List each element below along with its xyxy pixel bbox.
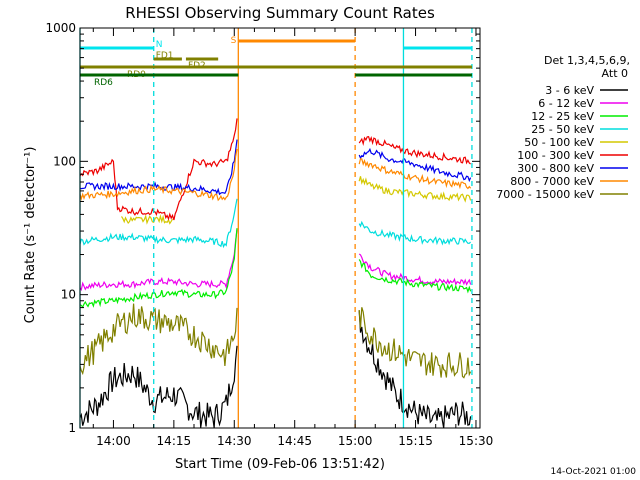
legend-entry-label: 50 - 100 keV xyxy=(524,136,594,149)
x-tick-label: 15:00 xyxy=(338,434,373,448)
x-tick-label: 14:00 xyxy=(96,434,131,448)
series-line-5 xyxy=(79,118,471,221)
legend-header-line-2: Att 0 xyxy=(602,67,628,80)
series-line-2 xyxy=(79,228,472,309)
series-line-6 xyxy=(79,139,472,196)
series-line-3 xyxy=(79,198,472,249)
axes: 1 10 100 1000 14:00 14:15 14:30 14:45 15:00 15:15… xyxy=(45,21,493,448)
x-tick-label: 14:45 xyxy=(277,434,312,448)
x-tick-label: 15:30 xyxy=(459,434,494,448)
y-tick-label: 10 xyxy=(61,288,76,302)
x-tick-label: 14:30 xyxy=(217,434,252,448)
flag-bars: NSFD1FD2RD0RD6 xyxy=(80,36,472,88)
y-tick-label: 100 xyxy=(53,154,76,168)
x-tick-label: 15:15 xyxy=(398,434,433,448)
chart-title: RHESSI Observing Summary Count Rates xyxy=(125,4,435,22)
legend-entry-label: 6 - 12 keV xyxy=(538,97,594,110)
legend-entry-label: 300 - 800 keV xyxy=(517,162,594,175)
flag-label-rd6: RD6 xyxy=(94,78,113,88)
legend-header-line-1: Det 1,3,4,5,6,9, xyxy=(544,54,630,67)
legend-entry-label: 100 - 300 keV xyxy=(517,149,594,162)
x-axis-label: Start Time (09-Feb-06 13:51:42) xyxy=(175,457,385,472)
legend-entry-label: 800 - 7000 keV xyxy=(510,175,594,188)
series-line-4 xyxy=(120,176,472,225)
series-line-8 xyxy=(79,303,472,379)
legend-entry-label: 3 - 6 keV xyxy=(545,84,594,97)
flag-label-s: S xyxy=(231,36,237,46)
legend-entry-label: 12 - 25 keV xyxy=(531,110,594,123)
y-tick-label: 1 xyxy=(68,421,76,435)
series-line-0 xyxy=(79,310,472,429)
legend-entry-label: 25 - 50 keV xyxy=(531,123,594,136)
y-tick-label: 1000 xyxy=(45,21,76,35)
x-tick-label: 14:15 xyxy=(157,434,192,448)
series-line-7 xyxy=(79,148,472,202)
plot-frame xyxy=(79,27,481,429)
series-line-1 xyxy=(79,229,472,292)
flag-label-fd1: FD1 xyxy=(156,51,174,61)
y-axis-label: Count Rate (s⁻¹ detector⁻¹) xyxy=(23,147,38,324)
flag-label-n: N xyxy=(156,40,163,50)
legend-entry-label: 7000 - 15000 keV xyxy=(496,188,594,201)
footer-date: 14-Oct-2021 01:00 xyxy=(551,467,637,477)
